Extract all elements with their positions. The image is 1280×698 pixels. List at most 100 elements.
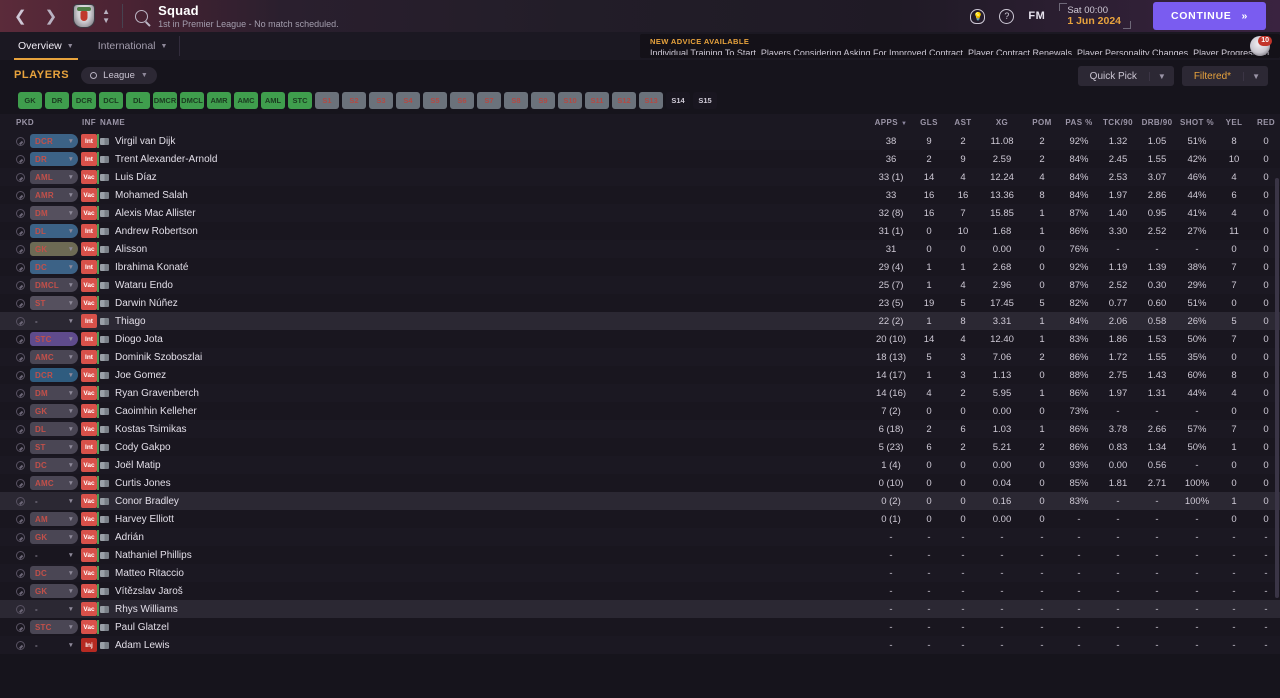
- info-status-badge[interactable]: Vac: [81, 476, 99, 490]
- row-select-checkbox[interactable]: [16, 244, 25, 254]
- position-chip-s2[interactable]: S2: [342, 92, 366, 109]
- position-selector[interactable]: AMR ▼: [30, 188, 78, 202]
- row-select-checkbox[interactable]: [16, 604, 25, 614]
- cell-name[interactable]: Conor Bradley: [100, 492, 870, 510]
- table-row[interactable]: - ▼ Vac Conor Bradley 0 (2) 0 0 0.16 0 83% - -100% 1…: [0, 492, 1280, 510]
- player-name[interactable]: Vítězslav Jaroš: [115, 585, 183, 597]
- col-tck[interactable]: TCK/90: [1098, 114, 1138, 132]
- table-row[interactable]: -▼Vac Rhys Williams - - - - - - - - - - - -: [0, 600, 1280, 618]
- position-selector[interactable]: - ▼: [30, 638, 78, 652]
- row-select-checkbox[interactable]: [16, 442, 25, 452]
- info-status-badge[interactable]: Int: [81, 314, 97, 328]
- col-apps[interactable]: APPS ▼: [870, 114, 912, 132]
- col-name[interactable]: NAME: [100, 114, 870, 132]
- position-chip-stc[interactable]: STC: [288, 92, 312, 109]
- position-selector[interactable]: DL ▼: [30, 422, 78, 436]
- col-pom[interactable]: POM: [1024, 114, 1060, 132]
- cell-name[interactable]: Darwin Núñez: [100, 294, 870, 312]
- table-row[interactable]: STC ▼ Int Diogo Jota 20 (10) 14 4 12.40 1 83% 1.86…: [0, 330, 1280, 348]
- cell-name[interactable]: Mohamed Salah: [100, 186, 870, 204]
- table-row[interactable]: -▼Vac Nathaniel Phillips - - - - - - - - - - - -: [0, 546, 1280, 564]
- row-select-checkbox[interactable]: [16, 532, 25, 542]
- position-selector[interactable]: AMC ▼: [30, 350, 78, 364]
- table-row[interactable]: GK ▼ Vac Caoimhin Kelleher 7 (2) 0 0 0.00 0 73% - -…: [0, 402, 1280, 420]
- table-row[interactable]: - ▼ Int Thiago 22 (2) 1 8 3.31 1 84% 2.06 0.58 26% 5 0…: [0, 312, 1280, 330]
- position-chip-s5[interactable]: S5: [423, 92, 447, 109]
- position-chip-s14[interactable]: S14: [666, 92, 690, 109]
- info-status-badge[interactable]: Vac: [81, 584, 99, 598]
- info-status-badge[interactable]: Vac: [81, 188, 99, 202]
- row-select-checkbox[interactable]: [16, 640, 25, 650]
- position-selector[interactable]: DCR ▼: [30, 134, 78, 148]
- row-select-checkbox[interactable]: [16, 280, 25, 290]
- info-status-badge[interactable]: Vac: [81, 548, 99, 562]
- table-row[interactable]: AMC ▼ Int Dominik Szoboszlai 18 (13) 5 3 7.06 2 8…: [0, 348, 1280, 366]
- player-name[interactable]: Harvey Elliott: [115, 513, 174, 525]
- col-drb[interactable]: DRB/90: [1138, 114, 1176, 132]
- table-row[interactable]: ST ▼ Vac Darwin Núñez 23 (5) 19 5 17.45 5 82% 0.77…: [0, 294, 1280, 312]
- help-icon[interactable]: ?: [999, 8, 1015, 24]
- position-chip-amr[interactable]: AMR: [207, 92, 231, 109]
- quick-pick-dropdown[interactable]: Quick Pick ▼: [1077, 66, 1174, 86]
- table-row[interactable]: DCR ▼ Int Virgil van Dijk 38 9 2 11.08 2 92% 1.32 1…: [0, 132, 1280, 150]
- info-status-badge[interactable]: Vac: [81, 494, 99, 508]
- player-name[interactable]: Adam Lewis: [115, 639, 170, 651]
- player-name[interactable]: Rhys Williams: [115, 603, 178, 615]
- table-row[interactable]: DM ▼ Vac Ryan Gravenberch 14 (16) 4 2 5.95 1 86% 1…: [0, 384, 1280, 402]
- col-ast[interactable]: AST: [946, 114, 980, 132]
- position-chip-dl[interactable]: DL: [126, 92, 150, 109]
- info-status-badge[interactable]: Int: [81, 152, 99, 166]
- tab-international[interactable]: International ▼: [86, 32, 180, 60]
- position-chip-s12[interactable]: S12: [612, 92, 636, 109]
- player-name[interactable]: Cody Gakpo: [115, 441, 171, 453]
- row-select-checkbox[interactable]: [16, 316, 25, 326]
- player-name[interactable]: Diogo Jota: [115, 333, 163, 345]
- position-chip-s15[interactable]: S15: [693, 92, 717, 109]
- row-select-checkbox[interactable]: [16, 496, 25, 506]
- stepper-down-icon[interactable]: ▼: [102, 16, 111, 25]
- position-selector[interactable]: AMC ▼: [30, 476, 78, 490]
- position-selector[interactable]: AML ▼: [30, 170, 78, 184]
- col-xg[interactable]: XG: [980, 114, 1024, 132]
- info-status-badge[interactable]: Inj: [81, 638, 97, 652]
- table-row[interactable]: AMC ▼ Vac Curtis Jones 0 (10) 0 0 0.04 0 85% 1.81 2…: [0, 474, 1280, 492]
- row-select-checkbox[interactable]: [16, 226, 25, 236]
- cell-name[interactable]: Andrew Robertson: [100, 222, 870, 240]
- row-select-checkbox[interactable]: [16, 190, 25, 200]
- info-status-badge[interactable]: Vac: [81, 602, 99, 616]
- col-red[interactable]: RED: [1250, 114, 1280, 132]
- cell-name[interactable]: Virgil van Dijk: [100, 132, 870, 150]
- position-selector[interactable]: STC ▼: [30, 620, 78, 634]
- cell-name[interactable]: Kostas Tsimikas: [100, 420, 870, 438]
- position-selector[interactable]: ST ▼: [30, 440, 78, 454]
- info-status-badge[interactable]: Int: [81, 224, 99, 238]
- position-selector[interactable]: DC ▼: [30, 566, 78, 580]
- position-chip-s7[interactable]: S7: [477, 92, 501, 109]
- info-status-badge[interactable]: Int: [81, 134, 99, 148]
- position-selector[interactable]: GK ▼: [30, 242, 78, 256]
- cell-name[interactable]: Ibrahima Konaté: [100, 258, 870, 276]
- player-name[interactable]: Curtis Jones: [115, 477, 171, 489]
- table-row[interactable]: DCR ▼ Vac Joe Gomez 14 (17) 1 3 1.13 0 88% 2.75 1.4…: [0, 366, 1280, 384]
- info-status-badge[interactable]: Vac: [81, 566, 99, 580]
- info-status-badge[interactable]: Vac: [81, 386, 99, 400]
- player-name[interactable]: Dominik Szoboszlai: [115, 351, 203, 363]
- row-select-checkbox[interactable]: [16, 550, 25, 560]
- info-status-badge[interactable]: Vac: [81, 530, 99, 544]
- table-row[interactable]: AMR ▼ Vac Mohamed Salah 33 16 16 13.36 8 84% 1.97 2…: [0, 186, 1280, 204]
- player-name[interactable]: Adrián: [115, 531, 144, 543]
- info-status-badge[interactable]: Vac: [81, 296, 99, 310]
- cell-name[interactable]: Alexis Mac Allister: [100, 204, 870, 222]
- position-chip-s3[interactable]: S3: [369, 92, 393, 109]
- player-name[interactable]: Kostas Tsimikas: [115, 423, 187, 435]
- vertical-scrollbar[interactable]: [1275, 178, 1279, 598]
- table-row[interactable]: DC ▼ Vac Joël Matip 1 (4) 0 0 0.00 0 93% 0.00 0.56 -…: [0, 456, 1280, 474]
- player-name[interactable]: Mohamed Salah: [115, 189, 188, 201]
- row-select-checkbox[interactable]: [16, 334, 25, 344]
- row-select-checkbox[interactable]: [16, 298, 25, 308]
- competition-filter-dropdown[interactable]: League ▼: [81, 66, 157, 84]
- forward-icon[interactable]: ❯: [44, 7, 58, 25]
